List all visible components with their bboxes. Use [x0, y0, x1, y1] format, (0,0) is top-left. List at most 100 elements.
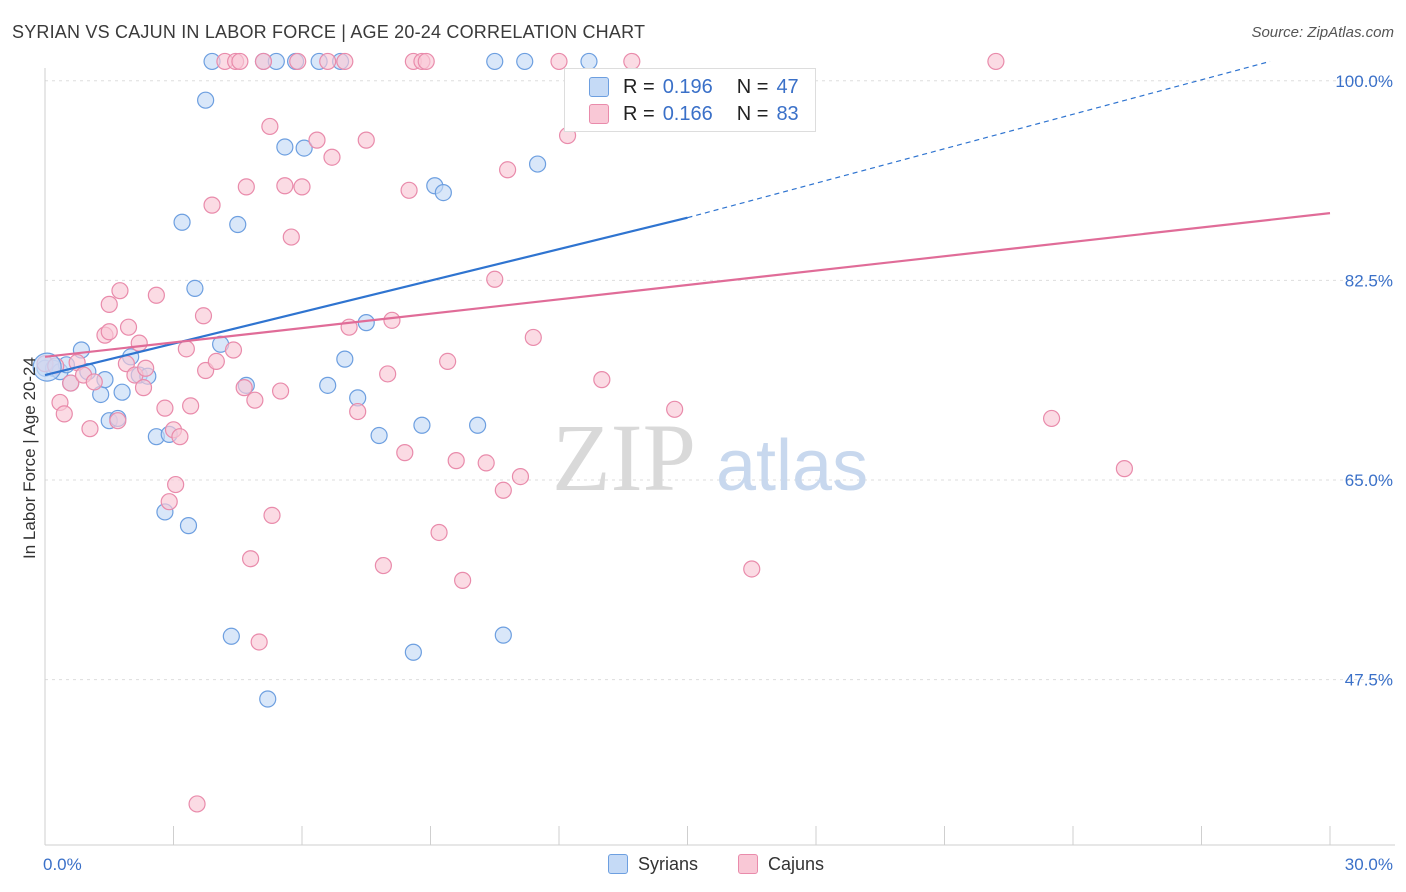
- syrian-point: [32, 352, 62, 382]
- cajun-point: [250, 633, 268, 651]
- cajun-point: [319, 52, 337, 71]
- watermark-zip: ZIP: [552, 404, 696, 511]
- syrians-trend-extension: [687, 60, 1271, 219]
- syrian-point: [336, 350, 354, 368]
- syrian-point: [486, 52, 504, 71]
- syrian-point: [528, 155, 547, 173]
- legend-row-cajuns: R = 0.166 N = 83: [589, 101, 799, 127]
- syrian-point: [197, 91, 215, 109]
- cajun-point: [156, 399, 174, 417]
- cajun-point: [203, 196, 221, 214]
- cajun-point: [167, 475, 185, 494]
- cajun-point: [224, 341, 243, 359]
- cajun-point: [282, 228, 300, 246]
- source-credit: Source: ZipAtlas.com: [1251, 24, 1394, 41]
- cajun-point: [231, 52, 249, 71]
- points-layer: [32, 52, 1134, 813]
- cajuns-n-value: 83: [776, 102, 799, 125]
- cajun-point: [276, 177, 294, 195]
- cajun-point: [261, 117, 279, 136]
- syrian-point: [434, 183, 452, 202]
- cajun-point: [254, 52, 273, 71]
- cajun-point: [62, 374, 80, 392]
- cajun-point: [100, 295, 118, 313]
- bottom-legend-syrians: Syrians: [608, 852, 698, 876]
- watermark-atlas: atlas: [716, 426, 868, 506]
- cajun-point: [499, 161, 517, 179]
- cajun-point: [147, 286, 165, 304]
- chart-title: SYRIAN VS CAJUN IN LABOR FORCE | AGE 20-…: [12, 22, 646, 42]
- cajun-point: [293, 178, 311, 196]
- cajuns-n-label: N =: [736, 102, 769, 125]
- cajun-point: [182, 397, 200, 415]
- syrian-point: [113, 383, 131, 401]
- correlation-legend: R = 0.196 N = 47 R = 0.166 N = 83: [564, 68, 816, 132]
- cajun-point: [550, 52, 568, 71]
- cajun-point: [137, 359, 155, 377]
- cajun-point: [400, 181, 418, 199]
- cajun-point: [430, 523, 448, 542]
- cajun-point: [743, 560, 761, 578]
- cajun-point: [237, 178, 255, 196]
- cajun-point: [1042, 409, 1061, 428]
- cajuns-swatch-icon: [589, 104, 609, 124]
- cajun-point: [271, 382, 290, 400]
- cajun-point: [246, 391, 264, 409]
- cajuns-r-label: R =: [623, 102, 655, 125]
- cajun-point: [119, 318, 138, 336]
- cajun-point: [454, 571, 472, 589]
- syrian-point: [229, 215, 247, 234]
- cajun-point: [235, 379, 253, 397]
- cajun-point: [81, 420, 99, 438]
- syrians-r-value: 0.196: [662, 75, 713, 98]
- labels-layer: 100.0% 82.5% 65.0% 47.5% 0.0% 30.0% In Labor F…: [20, 72, 1393, 874]
- x-tick-label: 0.0%: [43, 855, 82, 874]
- syrian-point: [404, 643, 422, 661]
- y-tick-label: 65.0%: [1345, 471, 1393, 490]
- cajun-point: [987, 52, 1005, 71]
- syrian-point: [276, 138, 294, 156]
- cajuns-legend-label: Cajuns: [768, 853, 825, 874]
- syrian-point: [222, 627, 240, 645]
- cajun-point: [396, 444, 414, 462]
- cajun-point: [100, 323, 118, 341]
- legend-row-syrians: R = 0.196 N = 47: [589, 74, 799, 100]
- cajun-point: [207, 352, 225, 370]
- cajun-point: [357, 131, 375, 149]
- trend-layer: [44, 60, 1331, 377]
- cajun-point: [171, 428, 189, 446]
- cajun-point: [417, 52, 435, 71]
- syrians-swatch-icon: [589, 77, 609, 97]
- x-tick-label: 30.0%: [1345, 855, 1393, 874]
- cajun-point: [379, 365, 397, 383]
- cajun-point: [85, 373, 103, 391]
- syrians-r-label: R =: [623, 75, 655, 98]
- cajun-point: [111, 282, 129, 300]
- syrian-point: [370, 426, 388, 445]
- cajun-point: [242, 550, 260, 568]
- cajun-point: [188, 795, 206, 813]
- syrian-point: [173, 213, 191, 231]
- cajun-point: [55, 405, 73, 423]
- cajun-point: [593, 371, 611, 389]
- syrian-point: [516, 52, 534, 71]
- cajun-point: [374, 556, 392, 575]
- cajun-point: [160, 493, 178, 511]
- y-tick-label: 47.5%: [1345, 671, 1393, 690]
- cajun-point: [134, 379, 153, 397]
- syrian-point: [413, 416, 431, 434]
- cajun-point: [177, 340, 195, 358]
- cajun-point: [336, 52, 354, 71]
- cajun-point: [383, 311, 401, 329]
- cajun-point: [524, 328, 542, 347]
- bottom-legend-cajuns: Cajuns: [738, 852, 824, 876]
- syrian-point: [179, 517, 198, 535]
- y-tick-label: 100.0%: [1335, 72, 1393, 91]
- cajun-point: [289, 52, 307, 71]
- cajun-point: [666, 400, 684, 418]
- cajun-point: [511, 467, 530, 486]
- cajun-point: [323, 148, 341, 166]
- watermark: ZIP atlas: [552, 404, 868, 511]
- cajuns-r-value: 0.166: [662, 102, 713, 125]
- cajun-point: [109, 412, 127, 430]
